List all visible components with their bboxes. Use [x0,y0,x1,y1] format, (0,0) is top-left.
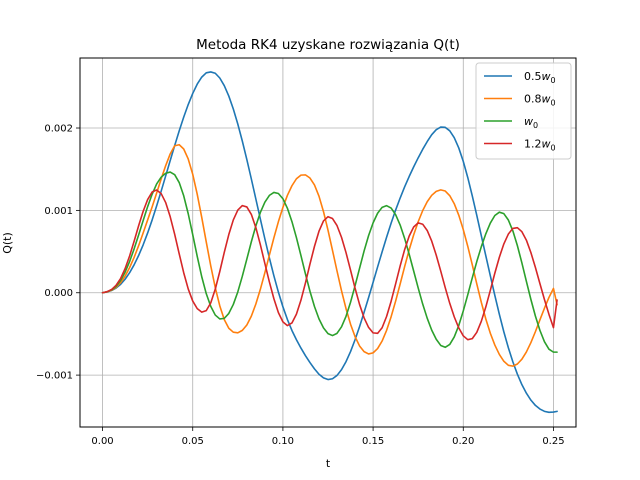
legend-label: 1.2w0 [524,138,556,153]
legend: 0.5w0 0.8w0 w0 1.2w0 [475,62,572,160]
legend-label: 0.8w0 [524,93,556,108]
legend-label: 0.5w0 [524,70,556,85]
series-group [101,71,558,414]
x-tick-label: 0.10 [272,436,294,447]
y-tick-label: 0.000 [44,288,73,299]
x-tick-label: 0.20 [452,436,474,447]
x-tick-label: 0.05 [182,436,204,447]
chart-title: Metoda RK4 uzyskane rozwiązania Q(t) [196,37,460,53]
series-line-0 [101,71,558,414]
x-tick-label: 0.15 [362,436,384,447]
x-tick-label: 0.00 [91,436,113,447]
x-tick-label: 0.25 [542,436,564,447]
plot-frame [79,57,577,428]
y-ticks-group: −0.001 0.000 0.001 0.002 [36,124,80,382]
x-axis-title: t [326,457,331,470]
y-axis-title: Q(t) [1,232,14,254]
x-ticks-group: 0.00 0.05 0.10 0.15 0.20 0.25 [91,427,565,447]
legend-box [475,62,572,160]
series-line-3 [101,189,558,341]
legend-label: w0 [524,115,538,130]
series-line-1 [101,143,558,367]
y-tick-label: −0.001 [36,371,73,382]
y-tick-label: 0.002 [44,124,73,135]
series-line-2 [101,171,558,353]
y-tick-label: 0.001 [44,206,73,217]
